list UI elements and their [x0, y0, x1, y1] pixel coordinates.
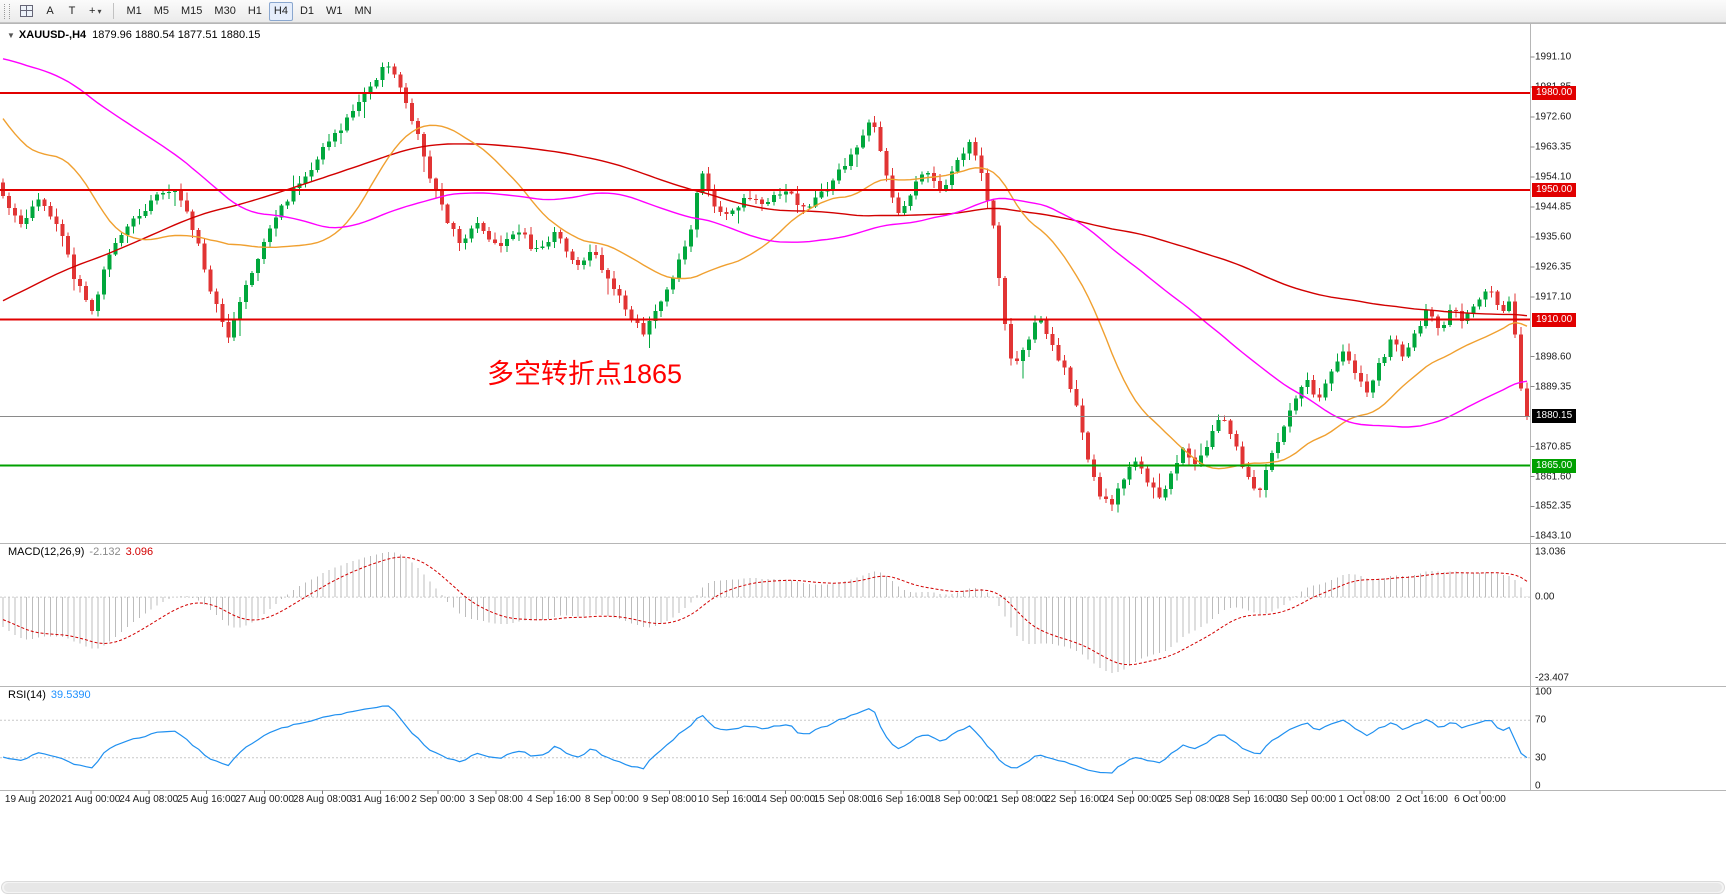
rsi-value: 39.5390	[50, 689, 91, 701]
timeframe-button-d1[interactable]: D1	[295, 2, 319, 21]
chart-title: ▼ XAUUSD-,H4 1879.96 1880.54 1877.51 1880.…	[7, 29, 260, 41]
rsi-name: RSI(14)	[8, 689, 46, 701]
chart-text-annotation[interactable]: 多空转折点1865	[487, 359, 683, 389]
timeframe-button-mn[interactable]: MN	[350, 2, 377, 21]
toolbar-drag-handle[interactable]	[4, 3, 10, 19]
macd-signal-value: 3.096	[125, 546, 154, 558]
timeframe-button-h4[interactable]: H4	[268, 1, 293, 21]
candlestick-series	[0, 61, 1530, 513]
macd-name: MACD(12,26,9)	[8, 546, 85, 558]
chevron-down-icon: ▾	[97, 6, 102, 16]
timeframe-button-m30[interactable]: M30	[209, 2, 240, 21]
timeframe-toolbar: M1 M5 M15 M30 H1 H4 D1 W1 MN	[120, 1, 377, 21]
chart-grid-icon	[20, 5, 33, 17]
ma-150-line	[2, 143, 1528, 317]
macd-panel-label: MACD(12,26,9) -2.132 3.096	[8, 546, 153, 558]
rsi-panel-label: RSI(14) 39.5390	[8, 689, 91, 701]
ma-60-line	[2, 58, 1528, 428]
timeframe-button-m5[interactable]: M5	[149, 2, 174, 21]
crosshair-tool-button[interactable]: + ▾	[84, 2, 106, 21]
symbol-label: XAUUSD-,H4	[18, 29, 87, 41]
toolbar-separator	[113, 3, 115, 19]
macd-main-value: -2.132	[89, 546, 121, 558]
ma-24-line	[2, 118, 1528, 470]
macd-histogram	[2, 552, 1528, 673]
panel-separators	[0, 23, 1726, 794]
scrollbar-thumb[interactable]	[4, 883, 1722, 892]
crosshair-icon: +	[89, 5, 96, 17]
collapse-arrow-icon[interactable]: ▼	[7, 31, 15, 40]
rsi-line	[2, 705, 1528, 774]
font-tool-button[interactable]: A	[40, 2, 60, 21]
timeframe-button-m1[interactable]: M1	[121, 2, 146, 21]
macd-signal-line	[2, 556, 1528, 666]
quote-ohlc-label: 1879.96 1880.54 1877.51 1880.15	[92, 29, 261, 41]
timeframe-button-h1[interactable]: H1	[243, 2, 267, 21]
horizontal-scrollbar[interactable]	[1, 881, 1725, 894]
timeframe-button-m15[interactable]: M15	[176, 2, 207, 21]
horizontal-level-lines[interactable]	[0, 92, 1530, 467]
timeframe-button-w1[interactable]: W1	[321, 2, 348, 21]
chart-windows-button[interactable]	[15, 2, 38, 21]
toolbar: A T + ▾ M1 M5 M15 M30 H1 H4 D1 W1 MN	[0, 0, 1726, 23]
text-tool-button[interactable]: T	[62, 2, 82, 21]
